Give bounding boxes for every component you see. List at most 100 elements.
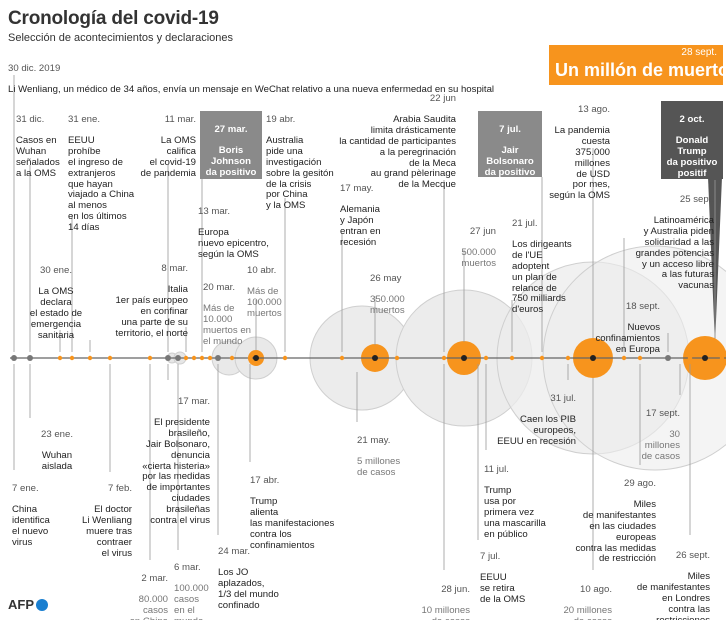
event-7jul-2: 7 jul. EEUU se retira de la OMS [480,541,540,617]
event-31jul: 31 jul. Caen los PIB europeos, EEUU en r… [470,383,576,459]
event-23ene: 23 ene. Wuhan aislada [34,419,80,484]
event-text: Arabia Saudita limita drásticamente la c… [339,114,456,191]
event-text: 100.000 casos en el mundo [174,583,209,620]
milestone-center-dot [590,355,596,361]
event-13mar: 13 mar. Europa nuevo epicentro, según la… [198,196,288,272]
timeline-tick [394,355,400,361]
event-text: Los JO aplazados, 1/3 del mundo confinad… [218,567,279,611]
event-29ago: 29 ago. Miles de manifestantes en las ci… [560,468,656,576]
event-2oct-box: 2 oct. Donald Trump da positivo positif … [661,101,723,189]
event-date: 27 jun [469,225,496,237]
event-date: 30 ene. [39,264,72,276]
event-27mar-box: 27 mar. Boris Johnson da positivo (GB) [200,111,262,189]
event-21may: 21 may. 5 millones de casos [357,425,427,490]
event-7jul-box: 7 jul. Jair Bolsonaro da positivo (Brasi… [478,111,542,189]
timeline-tick [637,355,643,361]
event-text: Boris Johnson da positivo (GB) [205,145,257,189]
event-date: 30 dic. 2019 [8,62,61,74]
timeline-tick [69,355,75,361]
event-31ene: 31 ene. EEUU prohíbe el ingreso de extra… [68,104,158,244]
event-text: Latinoamérica y Australia piden solidari… [635,215,714,292]
event-text: Trump alienta las manifestaciones contra… [250,496,335,551]
event-text: La OMS califica el covid-19 de pandemia [140,135,196,179]
event-17sep: 17 sept. 30 millones de casos [630,398,680,474]
event-date: 6 mar. [174,561,201,573]
event-text: 10 millones de casos [421,605,470,620]
event-17abr: 17 abr. Trump alienta las manifestacione… [250,465,354,562]
event-date: 25 sept. [679,193,714,205]
timeline-tick [621,355,627,361]
million-text: Un millón de muertos [555,60,726,80]
timeline-tick [665,355,671,361]
event-date: 18 sept. [625,300,660,312]
credit-text: AFP [8,597,34,612]
event-text: Caen los PIB europeos, EEUU en recesión [497,414,576,447]
timeline-tick [215,355,221,361]
timeline-tick [147,355,153,361]
event-text: Miles de manifestantes en Londres contra… [636,571,710,620]
event-date: 31 ene. [68,113,101,125]
event-text: 5 millones de casos [357,456,401,479]
timeline-tick [57,355,63,361]
event-11mar: 11 mar. La OMS califica el covid-19 de p… [140,104,196,190]
event-17may: 17 may. Alemania y Japón entran en reces… [340,173,400,259]
event-2mar: 2 mar. 80.000 casos en China [120,563,168,620]
afp-logo: AFP [8,597,48,612]
milestone-center-dot [461,355,467,361]
event-text: Casos en Wuhan señalados a la OMS [16,135,60,179]
timeline-tick [339,355,345,361]
event-25sep: 25 sept. Latinoamérica y Australia piden… [596,184,714,303]
event-date: 11 jul. [484,463,509,475]
event-7feb: 7 feb. El doctor Li Wenliang muere tras … [68,473,132,570]
event-date: 2 mar. [141,572,168,584]
timeline-tick [441,355,447,361]
event-10ago: 10 ago. 20 millones de casos [546,574,612,620]
timeline-tick [247,355,253,361]
event-date: 21 jul. [512,217,538,229]
timeline-tick [509,355,515,361]
event-20mar: 20 mar. Más de 10.000 muertos en el mund… [203,272,263,358]
event-date: 17 abr. [250,474,280,486]
event-text: Miles de manifestantes en las ciudades e… [575,499,656,565]
event-30dic: 30 dic. 2019 Li Wenliang, un médico de 3… [8,53,548,107]
event-text: Jair Bolsonaro da positivo (Brasil) [484,145,536,189]
timeline-tick [483,355,489,361]
event-date: 13 mar. [198,205,230,217]
event-text: Más de 100.000 muertos [247,286,282,319]
timeline-tick [107,355,113,361]
event-date: 7 feb. [107,482,132,494]
event-date: 10 abr. [247,264,277,276]
event-text: China identifica el nuevo virus [12,504,50,548]
event-28jun: 28 jun. 10 millones de casos [404,574,470,620]
timeline-tick [565,355,571,361]
afp-globe-icon [36,599,48,611]
event-19abr: 19 abr. Australia pide una investigación… [266,104,346,223]
event-6mar: 6 mar. 100.000 casos en el mundo [174,552,218,620]
event-text: Nuevos confinamientos en Europa [595,322,660,355]
timeline-tick [539,355,545,361]
timeline-tick [175,355,181,361]
event-date: 17 mar. [178,395,210,407]
event-text: 80.000 casos en China [130,594,168,620]
million-date: 28 sept. [681,47,717,58]
event-text: Alemania y Japón entran en recesión [340,204,381,248]
event-date: 26 may [370,272,402,284]
timeline-tick [282,355,288,361]
event-date: 27 mar. [214,123,248,135]
event-26sep: 26 sept. Miles de manifestantes en Londr… [620,540,710,620]
event-text: Li Wenliang, un médico de 34 años, envía… [8,84,495,96]
event-24mar: 24 mar. Los JO aplazados, 1/3 del mundo … [218,536,302,620]
page-subtitle: Selección de acontecimientos y declaraci… [8,32,234,44]
timeline-tick [27,355,33,361]
event-text: Wuhan aislada [41,450,73,473]
event-26may: 26 may 350.000 muertos [370,263,430,328]
event-text: La OMS declara el estado de emergencia s… [29,286,83,341]
event-text: Italia 1er país europeo en confinar una … [115,284,188,339]
event-text: 30 millones de casos [641,429,680,462]
event-date: 24 mar. [218,545,250,557]
event-date: 13 ago. [577,103,610,115]
event-7ene: 7 ene. China identifica el nuevo virus [12,473,62,559]
event-date: 23 ene. [40,428,73,440]
event-text: EEUU se retira de la OMS [480,572,526,605]
event-27jun: 27 jun 500.000 muertos [436,216,496,281]
